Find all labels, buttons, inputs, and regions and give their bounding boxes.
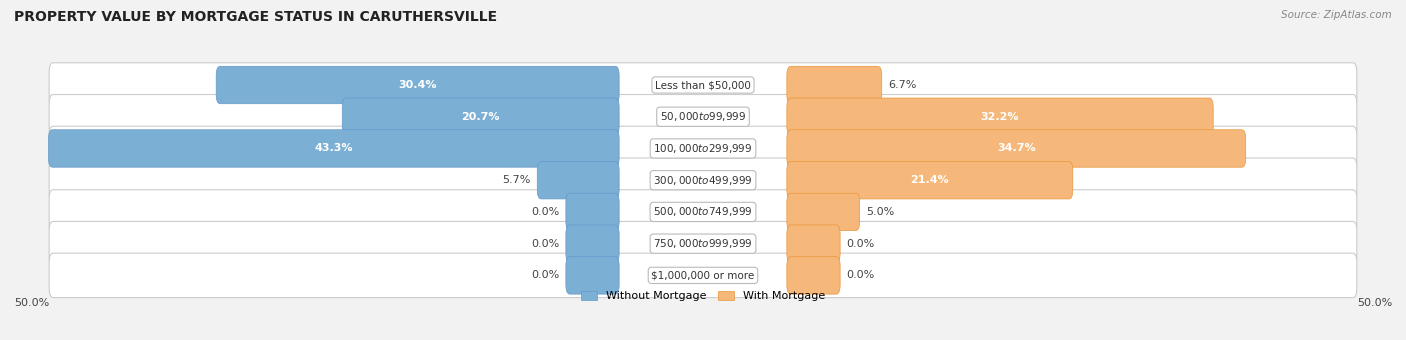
FancyBboxPatch shape [49, 158, 1357, 202]
Text: 6.7%: 6.7% [889, 80, 917, 90]
Text: $100,000 to $299,999: $100,000 to $299,999 [654, 142, 752, 155]
FancyBboxPatch shape [537, 162, 619, 199]
FancyBboxPatch shape [565, 225, 619, 262]
FancyBboxPatch shape [787, 66, 882, 104]
Text: 30.4%: 30.4% [398, 80, 437, 90]
FancyBboxPatch shape [565, 257, 619, 294]
Text: 0.0%: 0.0% [846, 239, 875, 249]
Text: Source: ZipAtlas.com: Source: ZipAtlas.com [1281, 10, 1392, 20]
Text: 5.7%: 5.7% [502, 175, 531, 185]
Text: Less than $50,000: Less than $50,000 [655, 80, 751, 90]
FancyBboxPatch shape [49, 130, 619, 167]
Text: 43.3%: 43.3% [315, 143, 353, 153]
FancyBboxPatch shape [787, 193, 859, 231]
Text: 5.0%: 5.0% [866, 207, 894, 217]
Text: 0.0%: 0.0% [846, 270, 875, 280]
Text: 20.7%: 20.7% [461, 112, 501, 122]
Text: $300,000 to $499,999: $300,000 to $499,999 [654, 174, 752, 187]
FancyBboxPatch shape [49, 253, 1357, 298]
Text: PROPERTY VALUE BY MORTGAGE STATUS IN CARUTHERSVILLE: PROPERTY VALUE BY MORTGAGE STATUS IN CAR… [14, 10, 498, 24]
Text: 0.0%: 0.0% [531, 239, 560, 249]
Text: 0.0%: 0.0% [531, 270, 560, 280]
FancyBboxPatch shape [49, 221, 1357, 266]
Text: 21.4%: 21.4% [911, 175, 949, 185]
Text: 34.7%: 34.7% [997, 143, 1036, 153]
Text: 32.2%: 32.2% [981, 112, 1019, 122]
Text: $500,000 to $749,999: $500,000 to $749,999 [654, 205, 752, 218]
Text: $750,000 to $999,999: $750,000 to $999,999 [654, 237, 752, 250]
FancyBboxPatch shape [49, 63, 1357, 107]
FancyBboxPatch shape [787, 162, 1073, 199]
FancyBboxPatch shape [787, 98, 1213, 135]
Text: 0.0%: 0.0% [531, 207, 560, 217]
FancyBboxPatch shape [787, 225, 841, 262]
Text: 50.0%: 50.0% [1357, 298, 1392, 308]
Text: 50.0%: 50.0% [14, 298, 49, 308]
FancyBboxPatch shape [565, 193, 619, 231]
FancyBboxPatch shape [217, 66, 619, 104]
FancyBboxPatch shape [342, 98, 619, 135]
FancyBboxPatch shape [787, 257, 841, 294]
FancyBboxPatch shape [49, 126, 1357, 171]
FancyBboxPatch shape [49, 190, 1357, 234]
Legend: Without Mortgage, With Mortgage: Without Mortgage, With Mortgage [576, 286, 830, 306]
FancyBboxPatch shape [787, 130, 1246, 167]
Text: $1,000,000 or more: $1,000,000 or more [651, 270, 755, 280]
FancyBboxPatch shape [49, 95, 1357, 139]
Text: $50,000 to $99,999: $50,000 to $99,999 [659, 110, 747, 123]
